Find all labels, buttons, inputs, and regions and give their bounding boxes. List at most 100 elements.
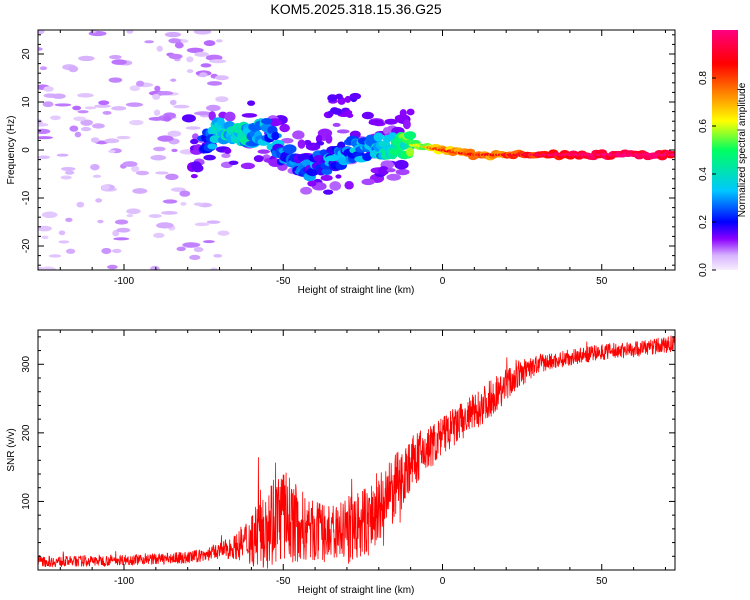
spectrogram-blob	[41, 211, 58, 219]
spectrogram-blob	[170, 78, 177, 82]
spectrogram-blob	[207, 143, 218, 150]
spectrogram-blob	[48, 254, 62, 258]
spectrogram-blob	[156, 45, 163, 52]
spectrogram-blob	[180, 201, 187, 206]
spectrogram-blob	[61, 166, 76, 171]
spectrogram-blob	[150, 154, 167, 161]
colorbar-gradient	[712, 30, 738, 270]
spectrogram-blob	[320, 174, 333, 181]
spectrogram-blob	[129, 119, 144, 126]
spectrogram-x-tick-label: -50	[276, 276, 291, 287]
spectrogram-blob	[215, 96, 229, 103]
spectrogram-blob	[181, 39, 189, 43]
colorbar-tick-label: 0.4	[698, 167, 709, 181]
spectrogram-y-label: Frequency (Hz)	[6, 116, 17, 185]
spectrogram-blob	[327, 94, 338, 102]
spectrogram-blob	[205, 54, 223, 61]
spectrogram-blob	[253, 155, 264, 163]
snr-x-tick-label: -100	[114, 576, 134, 587]
spectrogram-blob	[214, 75, 229, 81]
spectrogram-blob	[144, 40, 154, 44]
spectrogram-blob	[307, 180, 317, 187]
spectrogram-blob	[92, 174, 102, 178]
spectrogram-blob	[114, 219, 129, 225]
colorbar-tick-label: 0.8	[698, 71, 709, 85]
spectrogram-blob	[74, 131, 82, 138]
spectrogram-blob	[51, 93, 66, 99]
spectrogram-blob	[373, 132, 384, 142]
spectrogram-blob	[38, 47, 43, 51]
spectrogram-blob	[162, 199, 178, 204]
spectrogram-blob	[189, 254, 201, 260]
spectrogram-blob	[155, 171, 169, 175]
spectrogram-blob	[38, 128, 51, 135]
snr-background	[38, 330, 675, 570]
spectrogram-blob	[194, 51, 209, 57]
snr-x-tick-label: 50	[596, 576, 608, 587]
spectrogram-blob	[38, 225, 52, 232]
spectrogram-blob	[163, 115, 172, 122]
spectrogram-blob	[349, 92, 362, 100]
spectrogram-blob	[157, 135, 174, 142]
spectrogram-blob	[136, 80, 145, 87]
spectrogram-blob	[43, 86, 54, 92]
spectrogram-blob	[168, 53, 183, 60]
snr-x-tick-label: -50	[276, 576, 291, 587]
spectrogram-blob	[157, 90, 174, 96]
spectrogram-blob	[111, 59, 127, 65]
spectrogram-blob	[148, 214, 162, 218]
spectrogram-blob	[116, 135, 131, 140]
spectrogram-blob	[368, 119, 384, 126]
spectrogram-blob	[261, 117, 273, 125]
spectrogram-blob	[91, 123, 105, 129]
spectrogram-blob	[344, 95, 352, 103]
spectrogram-blob	[210, 267, 218, 270]
spectrogram-blob	[80, 119, 93, 126]
snr-frame	[37, 329, 676, 571]
spectrogram-blob	[153, 232, 165, 238]
spectrogram-blob	[126, 208, 141, 215]
spectrogram-blob	[102, 110, 112, 115]
spectrogram-blob	[399, 109, 407, 117]
spectrogram-blob	[164, 31, 182, 38]
spectrogram-blob	[167, 130, 182, 137]
spectrogram-blob	[336, 129, 350, 134]
spectrogram-blob	[50, 115, 61, 121]
spectrogram-blob	[152, 93, 161, 100]
spectrogram-blob	[54, 103, 72, 107]
spectrogram-blob	[228, 160, 239, 165]
spectrogram-blob	[126, 30, 134, 34]
spectrogram-blob	[77, 93, 94, 98]
spectrogram-blob	[69, 125, 79, 132]
spectrogram-blob	[76, 201, 85, 208]
spectrogram-blob	[38, 30, 45, 35]
spectrogram-blob	[190, 161, 202, 170]
spectrogram-blob	[126, 213, 134, 218]
spectrogram-blob	[116, 227, 131, 233]
spectrogram-blob	[168, 38, 181, 44]
spectrogram-blob	[65, 248, 76, 254]
spectrogram-blob	[281, 137, 294, 144]
spectrogram-blob	[174, 42, 184, 49]
snr-y-label: SNR (v/v)	[6, 428, 17, 471]
spectrogram-blob	[282, 144, 297, 154]
spectrogram-blob	[403, 131, 417, 140]
spectrogram-blob	[395, 168, 410, 176]
spectrogram-blob	[161, 210, 178, 215]
figure-title: KOM5.2025.318.15.36.G25	[270, 1, 441, 17]
spectrogram-blob	[101, 247, 112, 255]
spectrogram-blob	[154, 85, 161, 92]
spectrogram-blob	[156, 222, 174, 229]
spectrogram-blob	[186, 47, 204, 54]
colorbar-ticks: 0.0 0.2 0.4 0.6 0.8	[698, 71, 716, 277]
spectrogram-blob	[346, 113, 354, 118]
spectrogram-y-tick-label: 10	[21, 96, 32, 108]
spectrogram-x-tick-label: -100	[114, 276, 134, 287]
spectrogram-blob	[386, 173, 402, 181]
spectrogram-blob	[394, 114, 409, 122]
spectrogram-blob	[329, 181, 342, 191]
colorbar-tick-label: 0.6	[698, 119, 709, 133]
spectrogram-blob	[209, 59, 227, 64]
spectrogram-blob	[42, 101, 54, 108]
